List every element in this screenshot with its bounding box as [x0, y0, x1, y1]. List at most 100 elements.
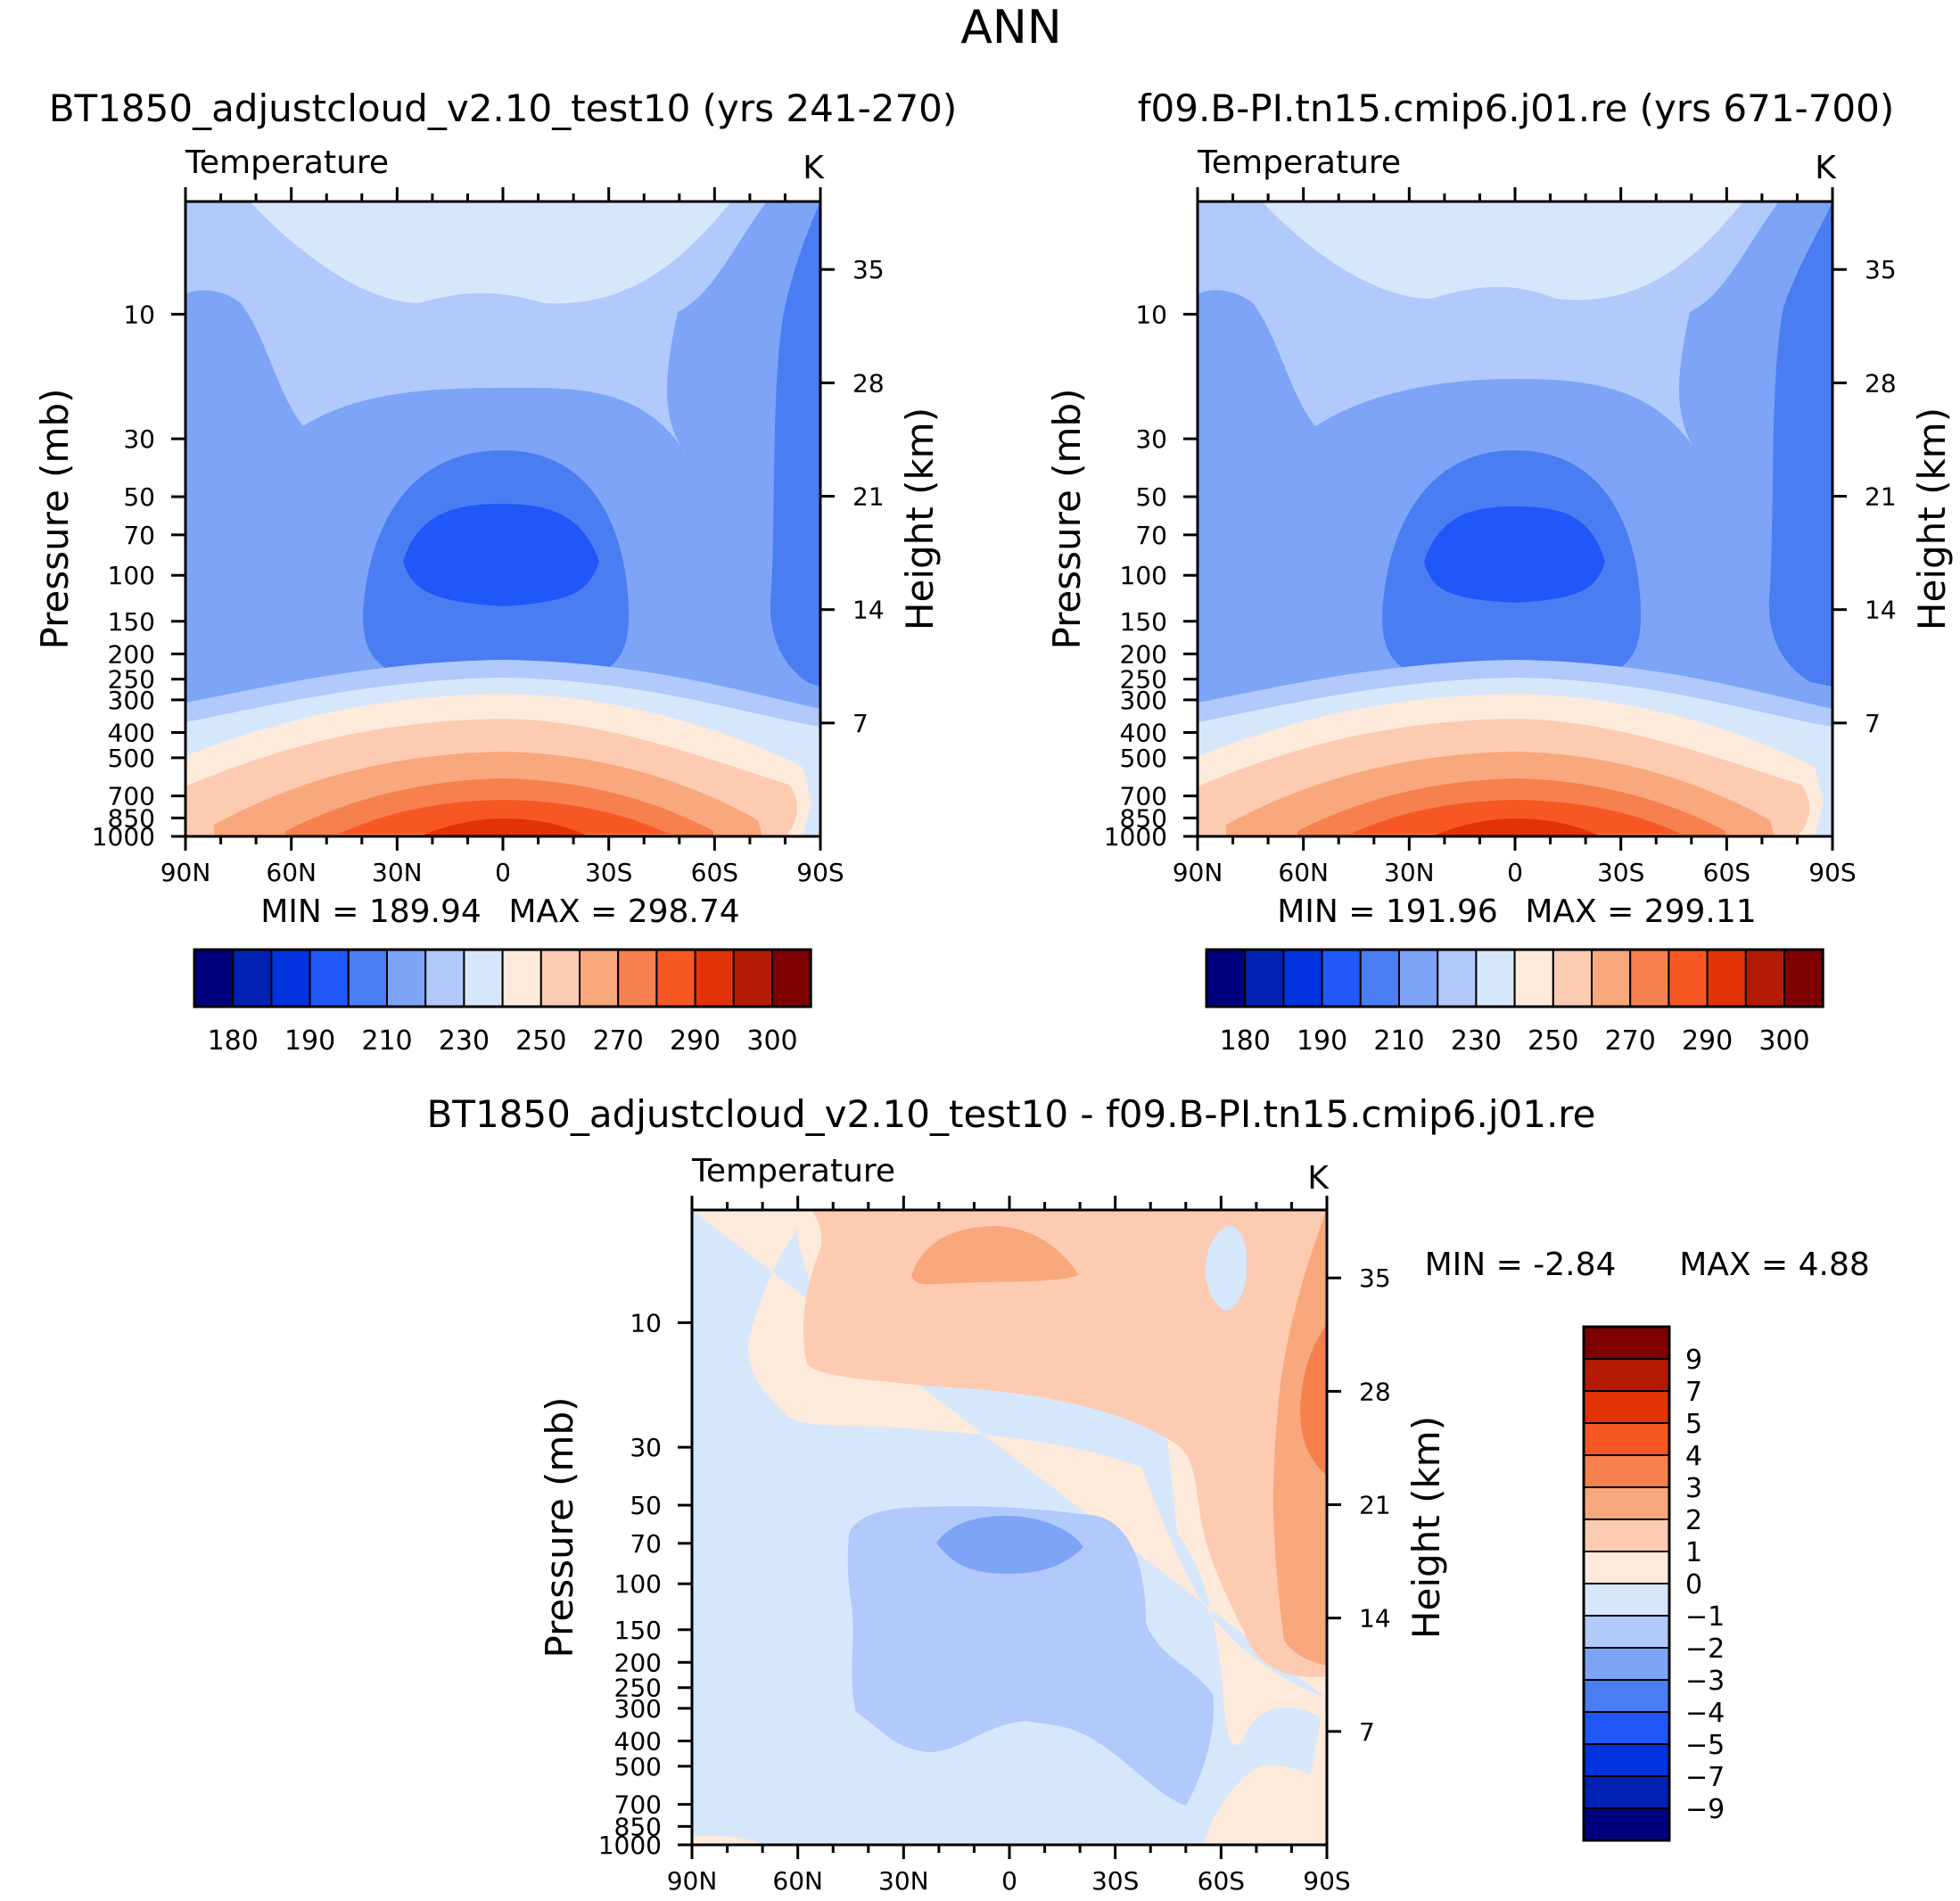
y2-tick-label: 14: [1865, 596, 1897, 625]
colorbar-swatch: [1583, 1647, 1670, 1681]
colorbar-label: 190: [284, 1025, 335, 1057]
colorbar-swatch: [1583, 1486, 1670, 1520]
field-band: [692, 1835, 767, 1845]
field-band: [911, 1226, 1079, 1285]
colorbar-swatch: [1583, 1807, 1670, 1841]
y-tick-label: 850: [1120, 803, 1167, 833]
colorbar-swatch: [579, 949, 620, 1008]
colorbar-swatch: [1583, 1679, 1670, 1713]
y-tick-label: 250: [1120, 665, 1167, 695]
x-tick-label: 0: [1001, 1866, 1017, 1896]
panel-right-variable: Temperature: [1197, 144, 1401, 181]
colorbar-swatch: [1583, 1326, 1670, 1360]
y-tick-label: 150: [108, 607, 155, 637]
y-tick-label: 700: [108, 782, 155, 811]
y-tick-label: 300: [108, 686, 155, 715]
panel-left-y2label: Height (km): [898, 407, 942, 630]
y-tick-label: 200: [1120, 639, 1167, 669]
panel-left-x-ticks: 90N 60N 30N 0 30S 60S 90S: [161, 187, 844, 887]
colorbar-label: −9: [1685, 1794, 1725, 1825]
x-tick-label: 30S: [585, 858, 632, 887]
y-tick-label: 10: [1135, 300, 1167, 329]
colorbar-label: 9: [1685, 1345, 1702, 1376]
panel-right-units: K: [1815, 150, 1837, 186]
y-tick-label: 10: [123, 300, 155, 329]
colorbar-swatch: [1583, 1711, 1670, 1745]
y2-tick-label: 14: [1359, 1604, 1391, 1634]
colorbar-label: 190: [1297, 1025, 1347, 1057]
panel-left: BT1850_adjustcloud_v2.10_test10 (yrs 241…: [33, 86, 957, 1057]
y-tick-label: 150: [1120, 607, 1167, 637]
colorbar-label: −2: [1685, 1634, 1725, 1665]
x-tick-label: 30N: [878, 1866, 929, 1896]
panel-left-title: BT1850_adjustcloud_v2.10_test10 (yrs 241…: [49, 86, 958, 130]
y-tick-label: 500: [1120, 744, 1167, 773]
colorbar-label: 5: [1685, 1409, 1702, 1440]
colorbar-swatch: [1783, 949, 1824, 1008]
colorbar-swatch: [655, 949, 696, 1008]
panel-left-field: [185, 202, 820, 836]
panel-left-max: MAX = 298.74: [508, 893, 739, 930]
panel-right-y2-ticks: 35 28 21 14 7: [1832, 255, 1897, 738]
x-tick-label: 60N: [1278, 858, 1329, 887]
y-tick-label: 1000: [598, 1831, 662, 1860]
colorbar-swatch: [1583, 1551, 1670, 1584]
colorbar-swatch: [1591, 949, 1632, 1008]
panel-right-axes: 90N 60N 30N 0 30S 60S 90S 10 30 50 70 100 150200250…: [1104, 187, 1897, 887]
panel-diff-y2label: Height (km): [1404, 1416, 1448, 1639]
y-tick-label: 200: [614, 1648, 662, 1677]
colorbar-label: 1: [1685, 1537, 1702, 1568]
y-tick-label: 300: [1120, 686, 1167, 715]
y2-tick-label: 14: [852, 596, 885, 625]
colorbar-swatch: [1583, 1454, 1670, 1488]
colorbar-label: 290: [670, 1025, 721, 1057]
panel-diff: BT1850_adjustcloud_v2.10_test10 - f09.B-…: [426, 1092, 1869, 1896]
colorbar-swatch: [463, 949, 504, 1008]
panel-diff-max: MAX = 4.88: [1679, 1247, 1870, 1283]
field-band: [1351, 800, 1681, 834]
colorbar-label: 230: [439, 1025, 490, 1057]
colorbar-swatch: [1583, 1743, 1670, 1777]
field-band: [770, 202, 820, 687]
y-tick-label: 700: [614, 1790, 662, 1820]
field-band: [1262, 202, 1743, 300]
x-tick-label: 60N: [266, 858, 317, 887]
y-tick-label: 250: [614, 1674, 662, 1703]
y-tick-label: 200: [108, 639, 155, 669]
field-band: [1768, 202, 1832, 687]
x-tick-label: 60S: [1703, 858, 1750, 887]
field-band: [1300, 1324, 1327, 1476]
colorbar-swatch: [1513, 949, 1554, 1008]
y2-tick-label: 7: [1865, 709, 1881, 738]
y-tick-label: 500: [108, 744, 155, 773]
y-tick-label: 100: [614, 1569, 662, 1599]
y-tick-label: 700: [1120, 782, 1167, 811]
y-tick-label: 100: [108, 561, 155, 590]
panel-right-x-ticks: 90N 60N 30N 0 30S 60S 90S: [1173, 187, 1857, 887]
y-tick-label: 30: [123, 424, 155, 454]
panel-left-ylabel: Pressure (mb): [33, 388, 77, 649]
colorbar-swatch: [1744, 949, 1786, 1008]
panel-right-min: MIN = 191.96: [1277, 893, 1498, 930]
colorbar-label: 290: [1682, 1025, 1733, 1057]
panel-left-units: K: [803, 150, 825, 186]
colorbar-swatch: [1583, 1775, 1670, 1809]
x-tick-label: 90N: [161, 858, 211, 887]
colorbar-swatch: [1706, 949, 1747, 1008]
colorbar-swatch: [1583, 1422, 1670, 1456]
colorbar-swatch: [1552, 949, 1594, 1008]
x-tick-label: 90N: [667, 1866, 718, 1896]
colorbar-frame: [1205, 948, 1824, 1008]
x-tick-label: 90N: [1173, 858, 1223, 887]
colorbar-swatch: [1583, 1518, 1670, 1552]
panel-diff-y2-ticks: 35 28 21 14 7: [1327, 1263, 1391, 1747]
colorbar-label: 180: [1220, 1025, 1271, 1057]
colorbar-swatch: [617, 949, 658, 1008]
colorbar-label: 250: [515, 1025, 566, 1057]
colorbar-swatch: [1437, 949, 1478, 1008]
colorbar-swatch: [1583, 1583, 1670, 1617]
colorbar-label: 0: [1685, 1569, 1702, 1601]
